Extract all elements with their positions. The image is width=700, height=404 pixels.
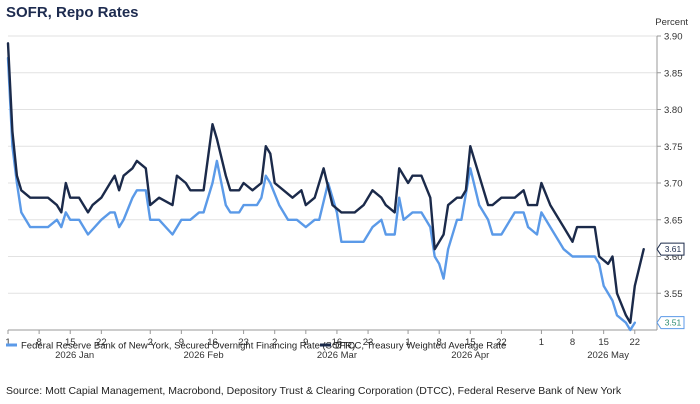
x-tick-label: 22 [629, 337, 640, 348]
y-tick-label: 3.80 [664, 105, 683, 116]
y-tick-label: 3.60 [664, 252, 683, 263]
x-tick-label: 1 [5, 337, 10, 348]
x-tick-label: 1 [539, 337, 544, 348]
legend-item-dtcc: DTCC, Treasury Weighted Average Rate [320, 341, 506, 352]
legend-item-sofr: Federal Reserve Bank of New York, Secure… [6, 341, 355, 352]
x-tick-label: 23 [363, 337, 374, 348]
x-tick-label: 8 [570, 337, 575, 348]
legend: Federal Reserve Bank of New York, Secure… [6, 341, 506, 352]
dtcc-series-line [6, 42, 645, 324]
x-tick-label: 22 [496, 337, 507, 348]
x-tick-label: 8 [437, 337, 442, 348]
x-tick-label: 2 [148, 337, 153, 348]
x-tick-label: 22 [96, 337, 107, 348]
x-tick-label: 15 [465, 337, 476, 348]
y-tick-label: 3.75 [664, 142, 683, 153]
y-tick-label: 3.85 [664, 68, 683, 79]
x-tick-label: 8 [36, 337, 41, 348]
x-tick-label: 2 [272, 337, 277, 348]
legend-label: DTCC, Treasury Weighted Average Rate [335, 341, 506, 352]
x-tick-label: 9 [179, 337, 184, 348]
x-tick-label: 9 [303, 337, 308, 348]
source-note: Source: Mott Capial Management, Macrobon… [6, 385, 622, 397]
badge-value: 3.61 [665, 244, 682, 254]
x-tick-label: 15 [598, 337, 609, 348]
grid-lines [8, 35, 657, 294]
sofr-end-badge: 3.51 [656, 316, 685, 330]
x-month-label: 2026 Jan [55, 350, 94, 361]
axes: Percent 3.55 3.60 3.65 3.70 3.75 3.80 3.85 3.90 1… [5, 17, 688, 361]
sofr-series-line [6, 56, 636, 332]
legend-label: Federal Reserve Bank of New York, Secure… [21, 341, 355, 352]
x-month-label: 2026 Apr [451, 350, 489, 361]
series-lines [6, 42, 645, 332]
y-tick-label: 3.90 [664, 32, 683, 43]
chart-title: SOFR, Repo Rates [6, 4, 139, 21]
x-tick-label: 23 [238, 337, 249, 348]
x-month-label: 2026 Mar [317, 350, 357, 361]
x-month-label: 2026 Feb [184, 350, 224, 361]
x-month-label: 2026 May [587, 350, 629, 361]
x-tick-label: 15 [65, 337, 76, 348]
dtcc-end-badge: 3.61 [656, 242, 685, 256]
end-value-badges: 3.51 3.61 [656, 242, 685, 330]
y-tick-label: 3.65 [664, 215, 683, 226]
x-tick-label: 1 [405, 337, 410, 348]
x-tick-label: 16 [332, 337, 343, 348]
badge-value: 3.51 [665, 318, 682, 328]
x-tick-label: 16 [207, 337, 218, 348]
y-tick-label: 3.70 [664, 179, 683, 190]
y-tick-label: 3.55 [664, 289, 683, 300]
y-axis-label: Percent [655, 17, 688, 28]
badge-shape [656, 316, 685, 330]
badge-shape [656, 242, 685, 256]
